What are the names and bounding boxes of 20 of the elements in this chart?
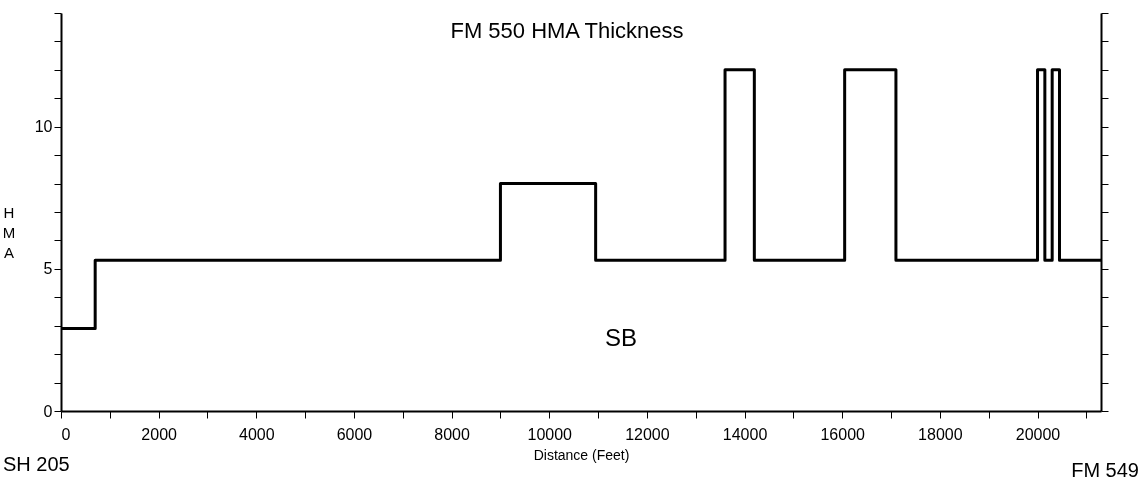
x-axis-title: Distance (Feet) — [533, 446, 630, 463]
y-axis-title: HMA — [2, 204, 16, 261]
x-tick-label: 4000 — [239, 425, 275, 443]
x-tick-label: 0 — [61, 425, 71, 443]
y-tick-label: 5 — [43, 260, 53, 278]
y-tick-label: 10 — [34, 118, 53, 136]
chart-title: FM 550 HMA Thickness — [450, 18, 684, 43]
x-tick-label: 18000 — [918, 425, 963, 443]
x-tick-label: 20000 — [1015, 425, 1061, 443]
x-tick-label: 14000 — [722, 425, 768, 443]
y-tick-label: 0 — [43, 402, 53, 420]
text: SH 205 — [3, 453, 70, 475]
x-tick-label: 2000 — [141, 425, 178, 443]
x-tick-label: 10000 — [527, 425, 573, 443]
annotation: SB — [604, 324, 638, 351]
x-tick-label: 16000 — [820, 425, 866, 443]
x-tick-label: 12000 — [625, 425, 670, 443]
x-tick-label: 8000 — [434, 425, 471, 443]
x-tick-label: 6000 — [336, 425, 373, 443]
text: FM 549 — [1071, 459, 1139, 478]
